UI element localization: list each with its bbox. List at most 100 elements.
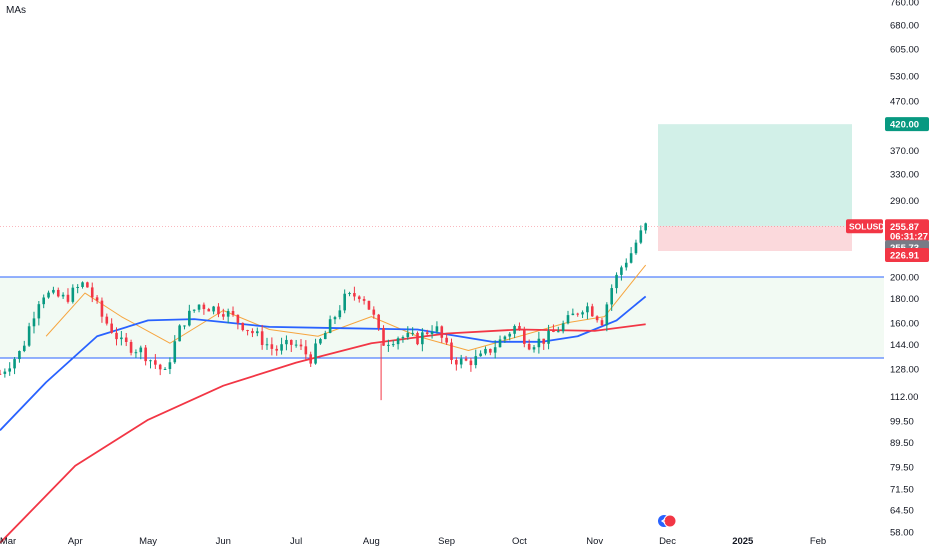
candle-body: [212, 306, 215, 312]
candle-body: [270, 344, 274, 349]
candle-body: [455, 360, 458, 365]
candle-body: [314, 343, 317, 364]
price-axis: 760.00 680.00 605.00 530.00 470.00 370.00 330.…: [890, 0, 919, 539]
candle-body: [445, 337, 448, 343]
candle-body: [576, 313, 580, 315]
candle-body: [217, 306, 220, 315]
candle-body: [459, 358, 463, 365]
candle-body: [523, 330, 526, 344]
price-tick-label: 128.00: [890, 364, 919, 375]
candle-body: [556, 331, 560, 333]
candle-body: [52, 289, 55, 293]
candle-body: [42, 297, 45, 305]
candle-body: [61, 294, 65, 297]
candle-body: [251, 330, 254, 334]
candle-body: [192, 309, 196, 311]
candle-body: [343, 293, 346, 311]
price-tick-label: 180.00: [890, 294, 919, 305]
candle-body: [450, 342, 453, 361]
price-tick-label: 89.50: [890, 438, 914, 449]
candle-body: [13, 359, 16, 369]
countdown-tag: 06:31:27: [890, 231, 928, 242]
stop-price-tag-bg: [885, 247, 929, 262]
candle-body: [255, 331, 259, 334]
candle-body: [362, 299, 366, 301]
price-tick-label: 760.00: [890, 0, 919, 9]
candle-body: [100, 300, 104, 317]
candle-body: [81, 282, 84, 287]
candle-body: [71, 287, 75, 302]
candle-body: [32, 318, 36, 327]
candle-body: [547, 330, 550, 344]
candle-body: [222, 314, 225, 317]
price-tick-label: 605.00: [890, 44, 919, 55]
candle-body: [634, 242, 638, 254]
candle-body: [571, 313, 575, 316]
candle-body: [115, 332, 118, 340]
candle-body: [425, 332, 429, 335]
candle-body: [90, 287, 94, 298]
ma-line-ma_short: [45, 264, 647, 351]
candle-body: [401, 337, 405, 339]
candle-body: [236, 314, 240, 323]
candle-body: [149, 360, 152, 362]
candle-body: [333, 317, 337, 320]
candle-body: [469, 360, 473, 366]
candle-body: [581, 312, 584, 315]
candle-body: [348, 293, 351, 295]
candle-body: [396, 338, 400, 345]
candle-body: [416, 332, 419, 345]
flag-icon[interactable]: [658, 514, 677, 528]
candle-body: [173, 341, 177, 363]
candle-body: [37, 304, 41, 319]
candle-body: [47, 292, 50, 298]
ticker-tag: SOLUSD: [849, 221, 884, 231]
candle-body: [8, 368, 12, 372]
last-price-tag-bg: [885, 219, 929, 242]
candle-body: [154, 360, 157, 365]
candle-body: [110, 323, 113, 333]
candle-body: [430, 331, 434, 335]
candle-body: [124, 337, 128, 342]
candle-body: [527, 343, 531, 350]
candles-layer: [0, 222, 647, 401]
candle-body: [518, 326, 521, 331]
candle-body: [197, 304, 201, 310]
candle-body: [357, 296, 361, 300]
candle-body: [493, 347, 497, 353]
candle-body: [120, 337, 123, 340]
candle-body: [105, 316, 109, 324]
price-tick-label: 370.00: [890, 146, 919, 157]
candle-body: [134, 352, 138, 354]
candle-body: [163, 368, 167, 370]
candle-body: [406, 332, 410, 338]
price-tick-label: 79.50: [890, 463, 914, 474]
price-tick-label: 530.00: [890, 72, 919, 83]
candle-body: [183, 325, 186, 327]
candle-body: [226, 311, 230, 317]
candle-body: [561, 323, 565, 332]
price-tick-label: 200.00: [890, 273, 919, 284]
candle-body: [328, 319, 332, 334]
candle-body: [265, 344, 269, 346]
target-price-tag: 420.00: [890, 120, 919, 131]
target-zone: [658, 124, 852, 227]
candle-body: [231, 311, 235, 315]
candle-body: [595, 316, 599, 321]
candle-body: [484, 348, 487, 354]
candle-body: [489, 348, 492, 353]
candle-body: [275, 348, 279, 351]
time-tick-label: Mar: [0, 536, 16, 547]
candle-body: [304, 346, 308, 355]
candle-body: [552, 330, 555, 332]
candle-body: [615, 274, 618, 289]
candle-body: [624, 262, 628, 268]
candle-body: [542, 338, 546, 344]
candle-body: [188, 310, 191, 326]
candle-body: [435, 326, 439, 332]
candle-body: [605, 304, 609, 326]
candle-body: [202, 304, 206, 310]
candle-body: [285, 339, 288, 345]
position-layer: [0, 124, 884, 251]
